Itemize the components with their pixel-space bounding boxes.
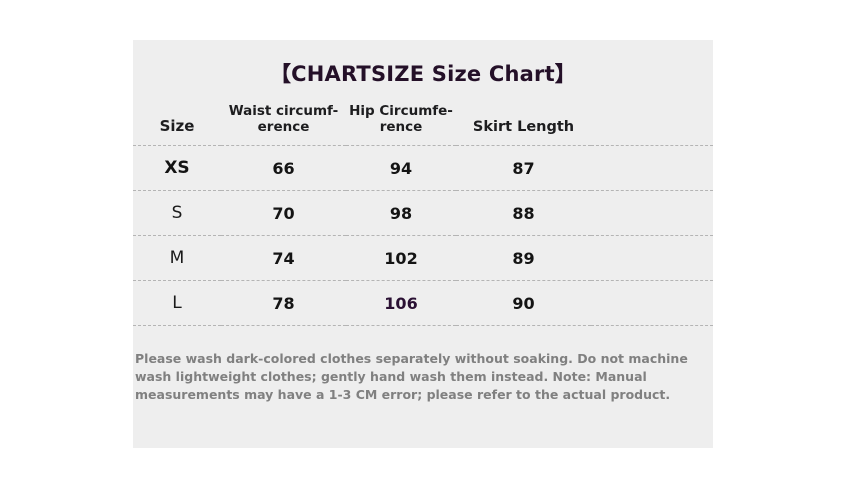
column-header-waist-line2: erence: [257, 119, 310, 136]
cell-hip: 94: [346, 145, 456, 192]
size-chart-table: Size Waist circumf- erence Hip Circumfe-…: [133, 103, 713, 327]
table-row: XS 66 94 87: [133, 145, 713, 192]
cell-size: M: [133, 235, 221, 282]
column-header-size: Size: [133, 104, 221, 147]
cell-spacer: [591, 280, 713, 327]
cell-size: S: [133, 190, 221, 237]
column-header-hip-line2: rence: [379, 119, 423, 136]
cell-hip: 98: [346, 190, 456, 237]
cell-skirt: 90: [456, 280, 591, 327]
care-instructions-note: Please wash dark-colored clothes separat…: [135, 351, 688, 403]
cell-spacer: [591, 145, 713, 192]
table-row: S 70 98 88: [133, 190, 713, 237]
column-header-spacer: [591, 104, 713, 147]
column-header-waist-line1: Waist circumf-: [228, 103, 339, 120]
cell-skirt: 89: [456, 235, 591, 282]
chart-title: 【CHARTSIZE Size Chart】: [269, 62, 577, 86]
cell-spacer: [591, 235, 713, 282]
table-header-row: Size Waist circumf- erence Hip Circumfe-…: [133, 103, 713, 147]
column-header-skirt-length: Skirt Length: [456, 104, 591, 147]
cell-skirt: 88: [456, 190, 591, 237]
cell-waist: 66: [221, 145, 346, 192]
cell-waist: 78: [221, 280, 346, 327]
column-header-hip: Hip Circumfe- rence: [346, 103, 456, 147]
cell-spacer: [591, 190, 713, 237]
cell-waist: 74: [221, 235, 346, 282]
cell-hip: 106: [346, 280, 456, 327]
cell-waist: 70: [221, 190, 346, 237]
cell-hip: 102: [346, 235, 456, 282]
column-header-hip-line1: Hip Circumfe-: [349, 103, 453, 120]
cell-skirt: 87: [456, 145, 591, 192]
column-header-waist: Waist circumf- erence: [221, 103, 346, 147]
table-row: L 78 106 90: [133, 280, 713, 327]
cell-size: L: [133, 280, 221, 327]
table-row: M 74 102 89: [133, 235, 713, 282]
size-chart-panel: 【CHARTSIZE Size Chart】 Size Waist circum…: [133, 40, 713, 448]
cell-size: XS: [133, 145, 221, 192]
